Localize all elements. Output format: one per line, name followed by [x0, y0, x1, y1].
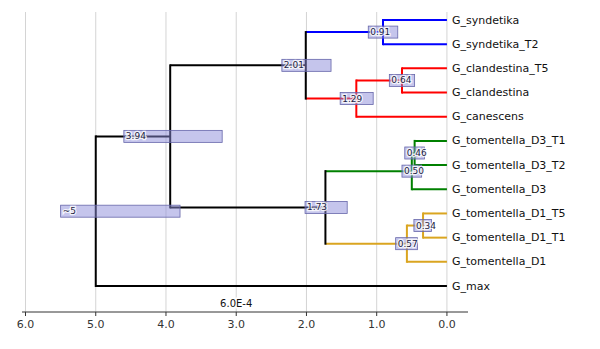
node-label: 3.94 [126, 131, 146, 141]
ci-box [282, 59, 331, 71]
ci-box [124, 130, 222, 142]
tick-label: 2.0 [298, 318, 316, 331]
tick-label: 3.0 [227, 318, 245, 331]
branch [402, 67, 447, 69]
tick [95, 312, 96, 316]
ci-box [340, 93, 373, 105]
branch [402, 92, 447, 94]
branch [356, 116, 447, 118]
tick [236, 312, 237, 316]
ci-box [305, 201, 347, 213]
node-label: 0.91 [370, 27, 390, 37]
ci-box [368, 26, 397, 38]
ci-boxes [61, 26, 432, 250]
taxon-label: G_syndetika_T2 [452, 38, 539, 51]
node-label: 0.46 [407, 148, 427, 158]
grid-line [236, 12, 237, 312]
taxon-label: G_tomentella_D1_T5 [452, 207, 566, 220]
taxon-label: G_tomentella_D1 [452, 255, 546, 268]
branch [325, 243, 406, 245]
tick-label: 5.0 [87, 318, 105, 331]
taxon-label: G_tomentella_D1_T1 [452, 231, 566, 244]
x-axis-line [22, 312, 468, 313]
annotation: 6.0E-4 [220, 298, 252, 309]
branch [383, 43, 447, 45]
ci-box [396, 238, 418, 250]
tick [25, 312, 26, 316]
branch [423, 237, 447, 239]
node-label: 0.64 [391, 75, 411, 85]
branches [96, 20, 447, 286]
grid-line [95, 12, 96, 312]
taxon-label: G_tomentella_D3_T2 [452, 159, 566, 172]
grid-line [25, 12, 26, 312]
branch [325, 170, 411, 172]
branch [415, 140, 447, 142]
node-label: 2.01 [284, 60, 304, 70]
grid-line [165, 12, 166, 312]
tick [165, 312, 166, 316]
taxon-label: G_tomentella_D3_T1 [452, 134, 566, 147]
tick [376, 312, 377, 316]
tick-label: 4.0 [157, 318, 175, 331]
taxon-label: G_clandestina_T5 [452, 62, 549, 75]
branch [170, 206, 325, 208]
ci-box [61, 205, 180, 217]
branch [412, 188, 447, 190]
node-label: ~5 [63, 206, 76, 216]
node-label: 0.34 [416, 221, 436, 231]
x-axis: 6.0 5.0 4.0 3.0 2.0 1.0 0.0 [17, 312, 468, 331]
branch [407, 261, 447, 263]
taxon-label: G_max [452, 280, 490, 293]
tick [306, 312, 307, 316]
grid-line [446, 12, 447, 312]
branch [383, 19, 447, 21]
chart: 6.05.04.03.02.01.00.0G_syndetikaG_syndet… [0, 0, 600, 349]
taxon-label: G_canescens [452, 110, 524, 123]
node-label: 0.50 [404, 166, 424, 176]
branch [423, 212, 447, 214]
tick-label: 0.0 [438, 318, 456, 331]
grid-line [306, 12, 307, 312]
grid [26, 12, 447, 312]
node-label: 1.29 [342, 94, 362, 104]
tick [446, 312, 447, 316]
branch [96, 285, 447, 287]
node-label: 1.73 [307, 202, 327, 212]
grid-line [376, 12, 377, 312]
tick-label: 6.0 [17, 318, 35, 331]
plot-area [61, 20, 447, 286]
node-label: 0.57 [398, 239, 418, 249]
ci-box [389, 74, 414, 86]
taxon-label: G_syndetika [452, 14, 519, 27]
texts: G_syndetika G_syndetika_T2 0.91 G_clandesti… [63, 14, 566, 310]
taxon-label: G_clandestina [452, 86, 529, 99]
taxon-label: G_tomentella_D3 [452, 183, 546, 196]
tick-label: 1.0 [368, 318, 386, 331]
